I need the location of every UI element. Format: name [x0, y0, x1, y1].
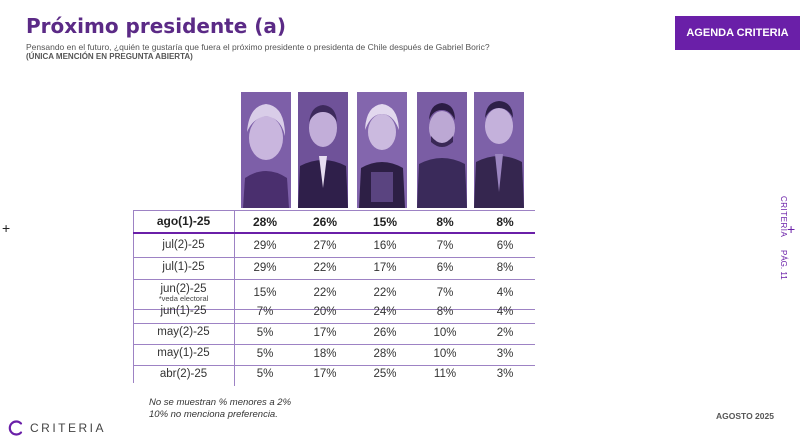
value-cell: 15% — [253, 286, 277, 299]
period-label: abr(2)-25 — [133, 362, 235, 386]
plus-icon: + — [787, 221, 796, 237]
period-label: may(1)-25 — [133, 342, 235, 365]
value-cell: 8% — [496, 214, 514, 229]
value-cell: 6% — [496, 239, 514, 252]
period-note: *veda electoral — [158, 293, 209, 303]
value-cell: 4% — [496, 286, 514, 299]
value-cell: 5% — [256, 326, 274, 339]
value-cell: 22% — [373, 286, 397, 299]
candidate-photo-3 — [357, 92, 407, 208]
candidate-photo-2 — [298, 92, 348, 208]
value-cell: 2% — [496, 326, 514, 339]
value-cell: 15% — [372, 214, 398, 229]
value-cell: 8% — [436, 214, 454, 229]
criteria-logo: CRITERIA — [8, 420, 106, 436]
footnote-minimum: No se muestran % menores a 2% — [149, 397, 292, 408]
period-label: jul(1)-25 — [133, 256, 235, 279]
value-cell: 11% — [433, 368, 457, 380]
value-cell: 29% — [253, 239, 277, 252]
value-cell: 28% — [252, 214, 278, 229]
candidate-photo-4 — [417, 92, 467, 208]
value-cell: 17% — [313, 326, 337, 339]
table-row: abr(2)-25 5% 17% 25% 11% 3% — [133, 362, 535, 386]
value-cell: 29% — [253, 261, 277, 274]
value-cell: 22% — [313, 261, 337, 274]
table-row: jul(1)-25 29% 22% 17% 6% 8% — [133, 256, 535, 280]
value-cell: 17% — [313, 368, 337, 380]
table-row: jun(1)-25 7% 20% 24% 8% 4% — [133, 300, 535, 324]
candidate-photo-1 — [241, 92, 291, 208]
value-cell: 27% — [313, 239, 337, 252]
period-label: jun(2)-25 *veda electoral — [133, 276, 235, 309]
logo-text: CRITERIA — [30, 421, 107, 435]
logo-icon — [8, 420, 23, 436]
plus-icon: + — [2, 220, 11, 236]
agenda-criteria-button[interactable]: AGENDA CRITERIA — [675, 16, 800, 50]
value-cell: 3% — [496, 368, 514, 380]
footnote-no-preference: 10% no menciona preferencia. — [149, 409, 278, 420]
value-cell: 20% — [313, 305, 337, 318]
table-row: may(2)-25 5% 17% 26% 10% 2% — [133, 321, 535, 345]
table-row: jul(2)-25 29% 27% 16% 7% 6% — [133, 234, 535, 258]
value-cell: 3% — [496, 347, 514, 360]
page-number: PÁG. 11 — [779, 250, 788, 280]
value-cell: 7% — [436, 286, 454, 299]
question-note: (ÚNICA MENCIÓN EN PREGUNTA ABIERTA) — [26, 52, 193, 61]
value-cell: 17% — [373, 261, 397, 274]
table-row: jun(2)-25 *veda electoral 15% 22% 22% 7%… — [133, 276, 535, 310]
value-cell: 5% — [256, 368, 274, 380]
value-cell: 7% — [256, 305, 274, 318]
value-cell: 10% — [433, 347, 457, 360]
value-cell: 22% — [313, 286, 337, 299]
table-row: may(1)-25 5% 18% 28% 10% 3% — [133, 342, 535, 366]
value-cell: 5% — [256, 347, 274, 360]
value-cell: 16% — [373, 239, 397, 252]
period-label: jun(1)-25 — [133, 300, 235, 323]
period-label: ago(1)-25 — [133, 211, 235, 232]
value-cell: 25% — [373, 368, 397, 380]
value-cell: 8% — [436, 305, 454, 318]
value-cell: 24% — [373, 305, 397, 318]
value-cell: 6% — [436, 261, 454, 274]
table-row: ago(1)-25 28% 26% 15% 8% 8% — [133, 210, 535, 234]
candidate-photo-5 — [474, 92, 524, 208]
report-date: AGOSTO 2025 — [716, 411, 774, 421]
value-cell: 7% — [436, 239, 454, 252]
value-cell: 26% — [373, 326, 397, 339]
question-text: Pensando en el futuro, ¿quién te gustarí… — [26, 42, 490, 52]
value-cell: 26% — [312, 214, 338, 229]
value-cell: 10% — [433, 326, 457, 339]
value-cell: 4% — [496, 305, 514, 318]
period-label: jul(2)-25 — [133, 234, 235, 257]
value-cell: 28% — [373, 347, 397, 360]
table-border — [133, 210, 134, 383]
value-cell: 8% — [496, 261, 514, 274]
page-title: Próximo presidente (a) — [26, 14, 287, 38]
period-label: may(2)-25 — [133, 321, 235, 344]
value-cell: 18% — [313, 347, 337, 360]
